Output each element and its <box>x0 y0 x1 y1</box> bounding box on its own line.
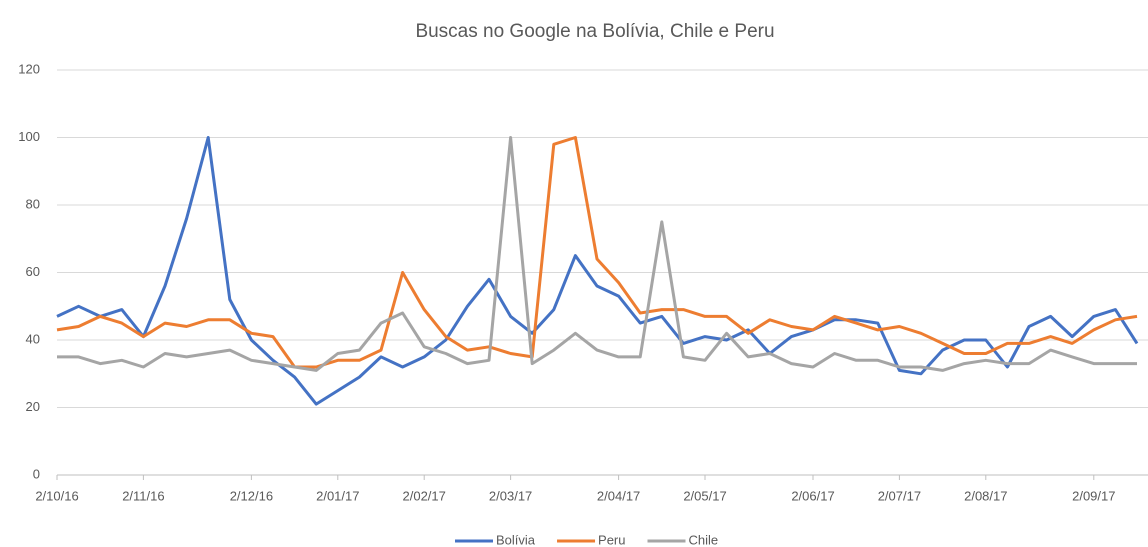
y-tick-label: 60 <box>26 264 40 279</box>
x-tick-label: 2/12/16 <box>230 488 273 503</box>
y-tick-label: 0 <box>33 466 40 481</box>
series-line <box>56 136 1138 369</box>
y-tick-label: 100 <box>18 129 40 144</box>
series-line <box>56 136 1139 406</box>
x-tick-label: 2/04/17 <box>597 488 640 503</box>
x-tick-label: 2/10/16 <box>35 488 78 503</box>
x-tick-label: 2/06/17 <box>791 488 834 503</box>
y-tick-label: 120 <box>18 61 40 76</box>
x-tick-label: 2/08/17 <box>964 488 1007 503</box>
x-tick-label: 2/09/17 <box>1072 488 1115 503</box>
legend-label: Bolívia <box>496 532 536 547</box>
legend-label: Peru <box>598 532 625 547</box>
series-line <box>57 136 1137 372</box>
x-tick-label: 2/07/17 <box>878 488 921 503</box>
x-tick-label: 2/05/17 <box>683 488 726 503</box>
x-tick-label: 2/03/17 <box>489 488 532 503</box>
x-tick-label: 2/01/17 <box>316 488 359 503</box>
x-tick-label: 2/11/16 <box>122 488 164 503</box>
legend-label: Chile <box>689 532 719 547</box>
x-tick-label: 2/02/17 <box>403 488 446 503</box>
y-tick-label: 80 <box>26 196 40 211</box>
y-tick-label: 20 <box>26 399 40 414</box>
chart-title: Buscas no Google na Bolívia, Chile e Per… <box>415 21 774 42</box>
y-tick-label: 40 <box>26 331 40 346</box>
